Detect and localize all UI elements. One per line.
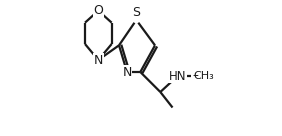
Text: O: O [93,4,103,17]
Text: CH₃: CH₃ [193,71,214,81]
Text: –: – [192,69,198,83]
Text: N: N [94,53,103,67]
Text: S: S [132,6,140,19]
Text: HN: HN [169,69,186,83]
Text: N: N [122,66,132,78]
